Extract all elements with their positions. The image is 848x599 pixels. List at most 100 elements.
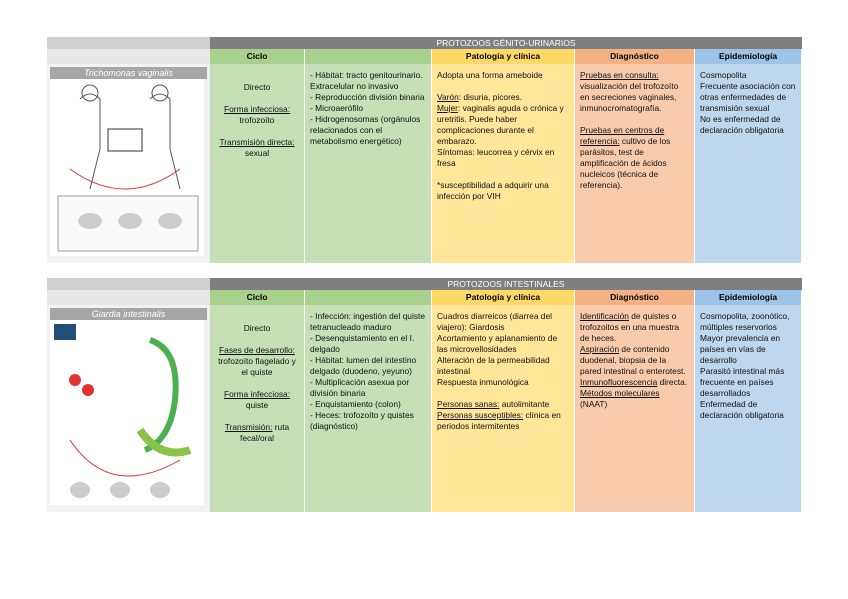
underlined-text: Personas susceptibles: bbox=[437, 410, 524, 420]
paragraph bbox=[437, 388, 569, 399]
text: quiste bbox=[245, 400, 269, 410]
text: trofozoíto bbox=[239, 115, 275, 125]
underlined-text: Varón bbox=[437, 92, 459, 102]
text: Cosmopolita, zoonótico, múltiples reserv… bbox=[700, 311, 790, 332]
cell: Cuadros diarreicos (diarrea del viajero)… bbox=[432, 305, 575, 512]
paragraph: Respuesta inmunológica bbox=[437, 377, 569, 388]
column-header: Diagnóstico bbox=[575, 49, 695, 64]
cell: Cosmopolita, zoonótico, múltiples reserv… bbox=[695, 305, 802, 512]
underlined-text: Pruebas en centros de referencia: bbox=[580, 125, 665, 146]
paragraph: - Hidrogenosomas (orgánulos relacionados… bbox=[310, 114, 426, 147]
paragraph: Mujer: vaginalis aguda o crónica y uretr… bbox=[437, 103, 569, 147]
text: - Hábitat: tracto genitourinario. bbox=[310, 70, 423, 80]
paragraph: Síntomas: leucorrea y cérvix en fresa bbox=[437, 147, 569, 169]
paragraph: Adopta una forma ameboide bbox=[437, 70, 569, 81]
underlined-text: Aspiración bbox=[580, 344, 620, 354]
text: sexual bbox=[244, 148, 270, 158]
paragraph: - Desenquistamiento en el I. delgado bbox=[310, 333, 426, 355]
text: cultivo de los parásitos, test de amplif… bbox=[580, 136, 671, 190]
paragraph: Aspiración de contenido duodenal, biopsi… bbox=[580, 344, 689, 377]
text: - Desenquistamiento en el I. delgado bbox=[310, 333, 415, 354]
column-header: Ciclo bbox=[210, 49, 305, 64]
text: Acortamiento y aplanamiento de las micro… bbox=[437, 333, 558, 354]
text: de contenido duodenal, biopsia de la par… bbox=[580, 344, 686, 376]
paragraph bbox=[437, 169, 569, 180]
text: - Reproducción división binaria bbox=[310, 92, 425, 102]
image-column: Giardia intestinalis bbox=[47, 305, 210, 512]
paragraph: Extracelular no invasivo bbox=[310, 81, 426, 92]
column-header bbox=[305, 49, 432, 64]
column-header: Patología y clínica bbox=[432, 290, 575, 305]
cell: Directo Forma infecciosa: trofozoíto Trans… bbox=[210, 64, 305, 263]
text: - Heces: trofozoíto y quistes (diagnósti… bbox=[310, 410, 414, 431]
text: Cuadros diarreicos (diarrea del viajero)… bbox=[437, 311, 552, 332]
paragraph: - Infección: ingestión del quiste tetran… bbox=[310, 311, 426, 333]
section: PROTOZOOS INTESTINALES Giardia intestinal… bbox=[47, 278, 802, 512]
paragraph: Fases de desarrollo: trofozoíto flagelad… bbox=[215, 345, 299, 378]
underlined-text: Mujer bbox=[437, 103, 458, 113]
underlined-text: Transmisión: bbox=[224, 422, 273, 432]
cell: Pruebas en consulta: visualización del t… bbox=[575, 64, 695, 263]
text: : vaginalis aguda o crónica y uretritis.… bbox=[437, 103, 564, 146]
text: ruta fecal/oral bbox=[240, 422, 290, 443]
section: PROTOZOOS GÉNITO-URINARIOS Trichomonas va… bbox=[47, 37, 802, 263]
paragraph: Alteración de la permeabilidad intestina… bbox=[437, 355, 569, 377]
paragraph: Personas sanas: autolimitante bbox=[437, 399, 569, 410]
underlined-text: Métodos moleculares bbox=[580, 388, 660, 398]
text: *susceptibilidad a adquirir una infecció… bbox=[437, 180, 549, 201]
section-title: PROTOZOOS INTESTINALES bbox=[210, 278, 802, 290]
paragraph: Parasitó intestinal más frecuente en paí… bbox=[700, 366, 796, 399]
life-cycle-image bbox=[50, 320, 204, 505]
paragraph: - Multiplicación asexua por división bin… bbox=[310, 377, 426, 399]
title-left bbox=[47, 278, 210, 290]
image-column: Trichomonas vaginalis bbox=[47, 64, 210, 263]
paragraph: Cuadros diarreicos (diarrea del viajero)… bbox=[437, 311, 569, 333]
text: clínica en periodos intermitentes bbox=[437, 410, 561, 431]
text: trofozoíto flagelado y el quiste bbox=[218, 356, 296, 377]
text: - Enquistamiento (colon) bbox=[310, 399, 401, 409]
text: - Hidrogenosomas (orgánulos relacionados… bbox=[310, 114, 421, 146]
underlined-text: Fases de desarrollo: bbox=[219, 345, 295, 355]
text: Extracelular no invasivo bbox=[310, 81, 399, 91]
cell: Cosmopolita Frecuente asociación con otra… bbox=[695, 64, 802, 263]
paragraph: Directo bbox=[215, 82, 299, 93]
image-label: Giardia intestinalis bbox=[50, 308, 207, 320]
column-header: Diagnóstico bbox=[575, 290, 695, 305]
column-header: Patología y clínica bbox=[432, 49, 575, 64]
cell: - Hábitat: tracto genitourinario. Extrace… bbox=[305, 64, 432, 263]
text: - Multiplicación asexua por división bin… bbox=[310, 377, 410, 398]
header-left bbox=[47, 49, 210, 64]
paragraph: Directo bbox=[215, 323, 299, 334]
paragraph: - Hábitat: tracto genitourinario. bbox=[310, 70, 426, 81]
underlined-text: Forma infecciosa: bbox=[223, 104, 291, 114]
paragraph bbox=[437, 81, 569, 92]
paragraph: Forma infecciosa: trofozoíto bbox=[215, 104, 299, 126]
text: Respuesta inmunológica bbox=[437, 377, 529, 387]
paragraph: Transmisión: ruta fecal/oral bbox=[215, 422, 299, 444]
text: Frecuente asociación con otras enfermeda… bbox=[700, 81, 796, 113]
section-title: PROTOZOOS GÉNITO-URINARIOS bbox=[210, 37, 802, 49]
cell: Adopta una forma ameboide Varón: disuria,… bbox=[432, 64, 575, 263]
paragraph: Cosmopolita bbox=[700, 70, 796, 81]
paragraph: Transmisión directa: sexual bbox=[215, 137, 299, 159]
text: - Microaerófilo bbox=[310, 103, 364, 113]
paragraph: Enfermedad de declaración obligatoria bbox=[700, 399, 796, 421]
paragraph: Frecuente asociación con otras enfermeda… bbox=[700, 81, 796, 114]
column-header: Ciclo bbox=[210, 290, 305, 305]
underlined-text: Identificación bbox=[580, 311, 629, 321]
underlined-text: Inmunofluorescencia bbox=[580, 377, 658, 387]
underlined-text: Pruebas en consulta: bbox=[580, 70, 659, 80]
cell: Directo Fases de desarrollo: trofozoíto f… bbox=[210, 305, 305, 512]
paragraph: Identificación de quistes o trofozoitos … bbox=[580, 311, 689, 344]
paragraph bbox=[580, 114, 689, 125]
text: - Hábitat: lumen del intestino delgado (… bbox=[310, 355, 417, 376]
underlined-text: Transmisión directa: bbox=[219, 137, 295, 147]
paragraph: - Reproducción división binaria bbox=[310, 92, 426, 103]
column-header bbox=[305, 290, 432, 305]
column-header: Epidemiología bbox=[695, 49, 802, 64]
paragraph: - Hábitat: lumen del intestino delgado (… bbox=[310, 355, 426, 377]
underlined-text: Forma infecciosa: bbox=[223, 389, 291, 399]
text: Síntomas: leucorrea y cérvix en fresa bbox=[437, 147, 555, 168]
header-left bbox=[47, 290, 210, 305]
text: Adopta una forma ameboide bbox=[437, 70, 543, 80]
